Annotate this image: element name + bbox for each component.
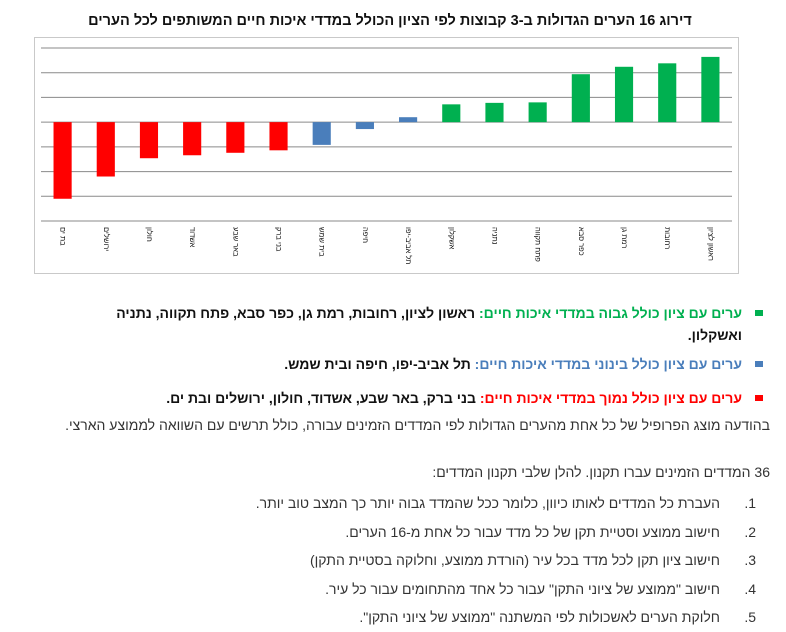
x-tick-label: בית שמש [318,227,327,257]
x-tick-label: פתח תקווה [534,227,543,262]
group-low-row: ערים עם ציון כולל נמוך במדדי איכות חיים:… [70,387,770,409]
x-tick-label: אשקלון [447,227,456,250]
standardization-intro: 36 המדדים הזמינים עברו תקנון. להלן שלבי … [432,464,770,480]
list-item: 5. חלוקת הערים לאשכולות לפי המשתנה "ממוצע… [66,603,756,632]
x-tick-label: באר שבע [231,227,240,257]
step-text: חישוב ממוצע וסטיית תקן של כל מדד עבור כל… [345,523,720,540]
x-tick-label: ירושלים [102,227,111,251]
bar [614,66,634,123]
step-number: 4. [744,580,756,597]
x-tick-label: בני ברק [275,227,284,252]
group-low-cities: בני ברק, באר שבע, אשדוד, חולון, ירושלים … [166,390,476,406]
green-bullet-icon [755,310,763,316]
group-high-row: ערים עם ציון כולל גבוה במדדי איכות חיים:… [70,302,770,346]
bar [658,63,677,123]
bar [53,122,72,199]
list-item: 1. העברת כל המדדים לאותו כיוון, כלומר ככל… [66,489,756,518]
group-high-label: ערים עם ציון כולל גבוה במדדי איכות חיים: [479,305,742,321]
chart-title: דירוג 16 הערים הגדולות ב-3 קבוצות לפי הצ… [88,13,692,29]
chart-area: בת ים ירושלים חולון אשדוד באר שבע בני ברק בית … [34,37,739,274]
description-paragraph: בהודעה מוצג הפרופיל של כל אחת מהערים הגד… [65,417,770,433]
x-tick-label: רמת גן [620,227,629,248]
step-text: חלוקת הערים לאשכולות לפי המשתנה "ממוצע ש… [359,609,720,625]
bar-chart: בת ים ירושלים חולון אשדוד באר שבע בני ברק בית … [41,47,732,264]
step-number: 2. [744,523,756,540]
bar [442,104,461,123]
x-tick-label: חולון [145,227,154,242]
step-number: 5. [744,609,756,625]
group-mid-label: ערים עם ציון כולל בינוני במדדי איכות חיי… [474,356,742,372]
blue-bullet-icon [755,361,763,367]
bar [485,102,504,123]
x-tick-label: נתניה [490,227,499,245]
step-text: חישוב "ממוצע של ציוני התקן" עבור כל אחד … [325,580,720,597]
list-item: 3. חישוב ציון תקן לכל מדד בכל עיר (הורדת … [66,546,756,575]
bar [399,117,418,123]
bar [312,122,331,145]
bar [528,102,547,123]
x-tick-label: חיפה [361,227,370,243]
group-low-label: ערים עם ציון כולל נמוך במדדי איכות חיים: [479,390,742,406]
group-high-cities: ראשון לציון, רחובות, רמת גן, כפר סבא, פת… [116,305,742,343]
bar [571,74,590,123]
list-item: 2. חישוב ממוצע וסטיית תקן של כל מדד עבור … [66,518,756,547]
bar [183,122,202,156]
x-tick-label: אשדוד [188,227,197,248]
bar [96,122,115,177]
group-mid-cities: תל אביב-יפו, חיפה ובית שמש. [284,356,471,372]
bar [139,122,159,159]
x-tick-label: כפר סבא [577,227,586,256]
x-tick-label: בת ים [59,227,68,246]
x-tick-label: ראשון לציון [706,227,715,261]
step-text: חישוב ציון תקן לכל מדד בכל עיר (הורדת ממ… [310,552,720,568]
bar [226,122,245,153]
bar [701,56,720,123]
step-number: 1. [744,495,756,511]
bar [269,122,288,151]
step-number: 3. [744,552,756,568]
step-text: העברת כל המדדים לאותו כיוון, כלומר ככל ש… [255,495,720,511]
x-tick-label: תל אביב-יפו [404,227,413,264]
standardization-steps: 1. העברת כל המדדים לאותו כיוון, כלומר ככל… [66,489,756,632]
bar [355,122,374,130]
list-item: 4. חישוב "ממוצע של ציוני התקן" עבור כל אח… [66,575,756,604]
red-bullet-icon [755,395,763,401]
x-tick-label: רחובות [663,227,672,249]
group-mid-row: ערים עם ציון כולל בינוני במדדי איכות חיי… [70,353,770,375]
